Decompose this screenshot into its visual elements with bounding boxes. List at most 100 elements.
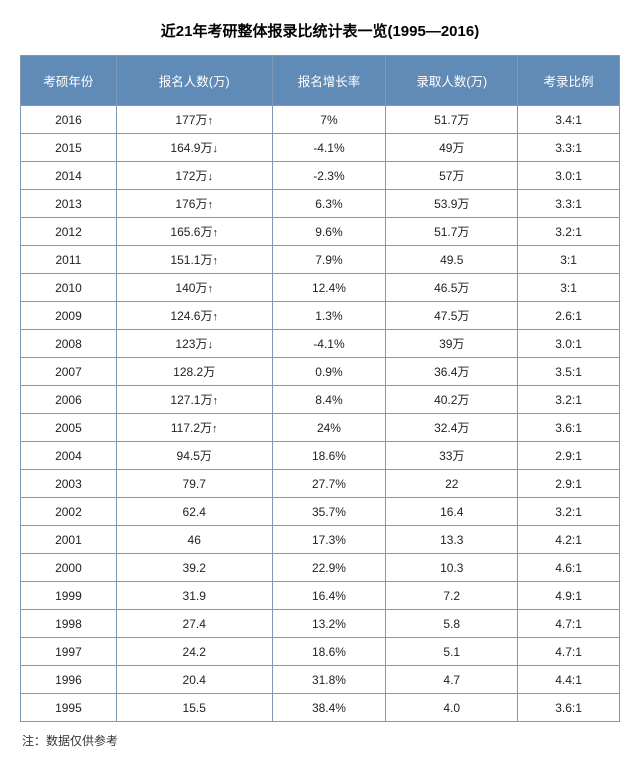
- cell-applicants: 117.2万↑: [116, 414, 272, 442]
- cell-applicants: 94.5万: [116, 442, 272, 470]
- arrow-up-icon: ↑: [207, 199, 213, 211]
- cell-growth: 8.4%: [272, 386, 386, 414]
- cell-applicants: 15.5: [116, 694, 272, 722]
- cell-year: 1995: [21, 694, 117, 722]
- cell-ratio: 3.2:1: [518, 498, 620, 526]
- cell-year: 2014: [21, 162, 117, 190]
- table-row: 2005117.2万↑24%32.4万3.6:1: [21, 414, 620, 442]
- cell-growth: 9.6%: [272, 218, 386, 246]
- cell-year: 2009: [21, 302, 117, 330]
- cell-growth: 35.7%: [272, 498, 386, 526]
- cell-admitted: 13.3: [386, 526, 518, 554]
- arrow-up-icon: ↑: [212, 423, 218, 435]
- cell-applicants: 79.7: [116, 470, 272, 498]
- cell-ratio: 3.2:1: [518, 386, 620, 414]
- col-ratio: 考录比例: [518, 56, 620, 106]
- cell-year: 2005: [21, 414, 117, 442]
- cell-admitted: 47.5万: [386, 302, 518, 330]
- cell-growth: 38.4%: [272, 694, 386, 722]
- cell-ratio: 4.6:1: [518, 554, 620, 582]
- cell-ratio: 4.7:1: [518, 638, 620, 666]
- cell-applicants: 140万↑: [116, 274, 272, 302]
- cell-ratio: 4.7:1: [518, 610, 620, 638]
- cell-ratio: 3.5:1: [518, 358, 620, 386]
- arrow-up-icon: ↑: [212, 395, 218, 407]
- table-row: 2012165.6万↑9.6%51.7万3.2:1: [21, 218, 620, 246]
- cell-growth: 18.6%: [272, 442, 386, 470]
- cell-admitted: 5.8: [386, 610, 518, 638]
- table-row: 2007128.2万0.9%36.4万3.5:1: [21, 358, 620, 386]
- cell-year: 2013: [21, 190, 117, 218]
- cell-applicants: 20.4: [116, 666, 272, 694]
- cell-applicants: 176万↑: [116, 190, 272, 218]
- table-row: 2013176万↑6.3%53.9万3.3:1: [21, 190, 620, 218]
- cell-applicants: 165.6万↑: [116, 218, 272, 246]
- cell-admitted: 51.7万: [386, 218, 518, 246]
- cell-growth: 27.7%: [272, 470, 386, 498]
- footer-note: 注：数据仅供参考: [20, 722, 620, 749]
- cell-year: 2008: [21, 330, 117, 358]
- cell-admitted: 51.7万: [386, 106, 518, 134]
- cell-year: 1999: [21, 582, 117, 610]
- table-header-row: 考硕年份 报名人数(万) 报名增长率 录取人数(万) 考录比例: [21, 56, 620, 106]
- cell-ratio: 2.9:1: [518, 442, 620, 470]
- cell-year: 2003: [21, 470, 117, 498]
- cell-growth: 7.9%: [272, 246, 386, 274]
- cell-admitted: 10.3: [386, 554, 518, 582]
- cell-admitted: 4.0: [386, 694, 518, 722]
- table-row: 200494.5万18.6%33万2.9:1: [21, 442, 620, 470]
- cell-year: 2000: [21, 554, 117, 582]
- arrow-up-icon: ↑: [207, 115, 213, 127]
- cell-growth: 12.4%: [272, 274, 386, 302]
- col-applicants: 报名人数(万): [116, 56, 272, 106]
- cell-applicants: 128.2万: [116, 358, 272, 386]
- table-row: 2014172万↓-2.3%57万3.0:1: [21, 162, 620, 190]
- cell-applicants: 31.9: [116, 582, 272, 610]
- cell-admitted: 32.4万: [386, 414, 518, 442]
- col-growth: 报名增长率: [272, 56, 386, 106]
- cell-ratio: 4.2:1: [518, 526, 620, 554]
- table-row: 2009124.6万↑1.3%47.5万2.6:1: [21, 302, 620, 330]
- cell-year: 1997: [21, 638, 117, 666]
- cell-year: 2016: [21, 106, 117, 134]
- arrow-down-icon: ↓: [212, 143, 218, 155]
- cell-applicants: 164.9万↓: [116, 134, 272, 162]
- table-row: 2006127.1万↑8.4%40.2万3.2:1: [21, 386, 620, 414]
- table-row: 200262.435.7%16.43.2:1: [21, 498, 620, 526]
- cell-applicants: 123万↓: [116, 330, 272, 358]
- table-row: 199931.916.4%7.24.9:1: [21, 582, 620, 610]
- cell-ratio: 3.0:1: [518, 330, 620, 358]
- cell-year: 2007: [21, 358, 117, 386]
- arrow-up-icon: ↑: [212, 311, 218, 323]
- cell-admitted: 49.5: [386, 246, 518, 274]
- cell-ratio: 3.6:1: [518, 414, 620, 442]
- cell-admitted: 33万: [386, 442, 518, 470]
- cell-admitted: 4.7: [386, 666, 518, 694]
- cell-year: 2006: [21, 386, 117, 414]
- table-row: 2008123万↓-4.1%39万3.0:1: [21, 330, 620, 358]
- table-row: 199724.218.6%5.14.7:1: [21, 638, 620, 666]
- cell-growth: 1.3%: [272, 302, 386, 330]
- table-row: 20014617.3%13.34.2:1: [21, 526, 620, 554]
- cell-applicants: 172万↓: [116, 162, 272, 190]
- cell-applicants: 127.1万↑: [116, 386, 272, 414]
- arrow-up-icon: ↑: [212, 255, 218, 267]
- table-body: 2016177万↑7%51.7万3.4:12015164.9万↓-4.1%49万…: [21, 106, 620, 722]
- cell-admitted: 22: [386, 470, 518, 498]
- page-title: 近21年考研整体报录比统计表一览(1995—2016): [20, 12, 620, 55]
- cell-year: 1996: [21, 666, 117, 694]
- cell-year: 2012: [21, 218, 117, 246]
- cell-admitted: 53.9万: [386, 190, 518, 218]
- cell-ratio: 4.4:1: [518, 666, 620, 694]
- cell-admitted: 57万: [386, 162, 518, 190]
- cell-applicants: 177万↑: [116, 106, 272, 134]
- table-row: 2011151.1万↑7.9%49.53:1: [21, 246, 620, 274]
- stats-table: 考硕年份 报名人数(万) 报名增长率 录取人数(万) 考录比例 2016177万…: [20, 55, 620, 722]
- cell-year: 2002: [21, 498, 117, 526]
- cell-applicants: 39.2: [116, 554, 272, 582]
- arrow-down-icon: ↓: [207, 339, 213, 351]
- cell-admitted: 40.2万: [386, 386, 518, 414]
- cell-growth: -4.1%: [272, 330, 386, 358]
- cell-growth: 6.3%: [272, 190, 386, 218]
- table-row: 199515.538.4%4.03.6:1: [21, 694, 620, 722]
